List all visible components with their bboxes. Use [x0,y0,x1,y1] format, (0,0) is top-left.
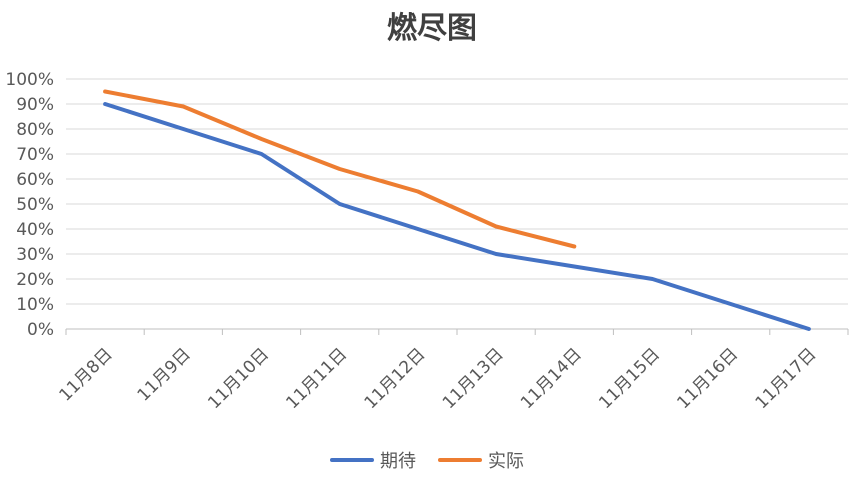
y-tick-label: 0% [27,320,54,340]
x-tick-label: 11月17日 [752,344,821,413]
x-tick-label: 11月16日 [673,344,742,413]
legend: 期待 实际 [330,451,524,472]
series-lines [103,89,811,331]
legend-label: 实际 [488,451,524,472]
y-tick-label: 40% [16,220,54,240]
x-tick-label: 11月12日 [361,344,430,413]
y-tick-label: 90% [16,95,54,115]
series-line-1 [103,89,577,249]
y-tick-label: 50% [16,195,54,215]
series-line-0 [103,102,811,331]
gridlines [66,78,848,330]
y-tick-label: 80% [16,120,54,140]
x-tick-label: 11月10日 [204,344,273,413]
x-tick-label: 11月14日 [517,344,586,413]
x-tick-label: 11月9日 [134,344,195,405]
x-tick-label: 11月15日 [595,344,664,413]
legend-label: 期待 [380,451,416,472]
x-tick-label: 11月13日 [439,344,508,413]
y-tick-label: 20% [16,270,54,290]
y-tick-label: 30% [16,245,54,265]
x-axis-ticks: 11月8日 11月9日 11月10日 11月11日 11月12日 11月13日 11月14日… [56,329,849,413]
y-tick-label: 10% [16,295,54,315]
y-tick-label: 70% [16,145,54,165]
x-tick-label: 11月8日 [56,344,117,405]
y-tick-label: 100% [5,70,54,90]
x-tick-label: 11月11日 [282,344,351,413]
y-axis-ticks: 0% 10% 20% 30% 40% 50% 60% 70% 80% 90% 100% [5,70,54,340]
y-tick-label: 60% [16,170,54,190]
chart-title: 燃尽图 [387,11,477,46]
